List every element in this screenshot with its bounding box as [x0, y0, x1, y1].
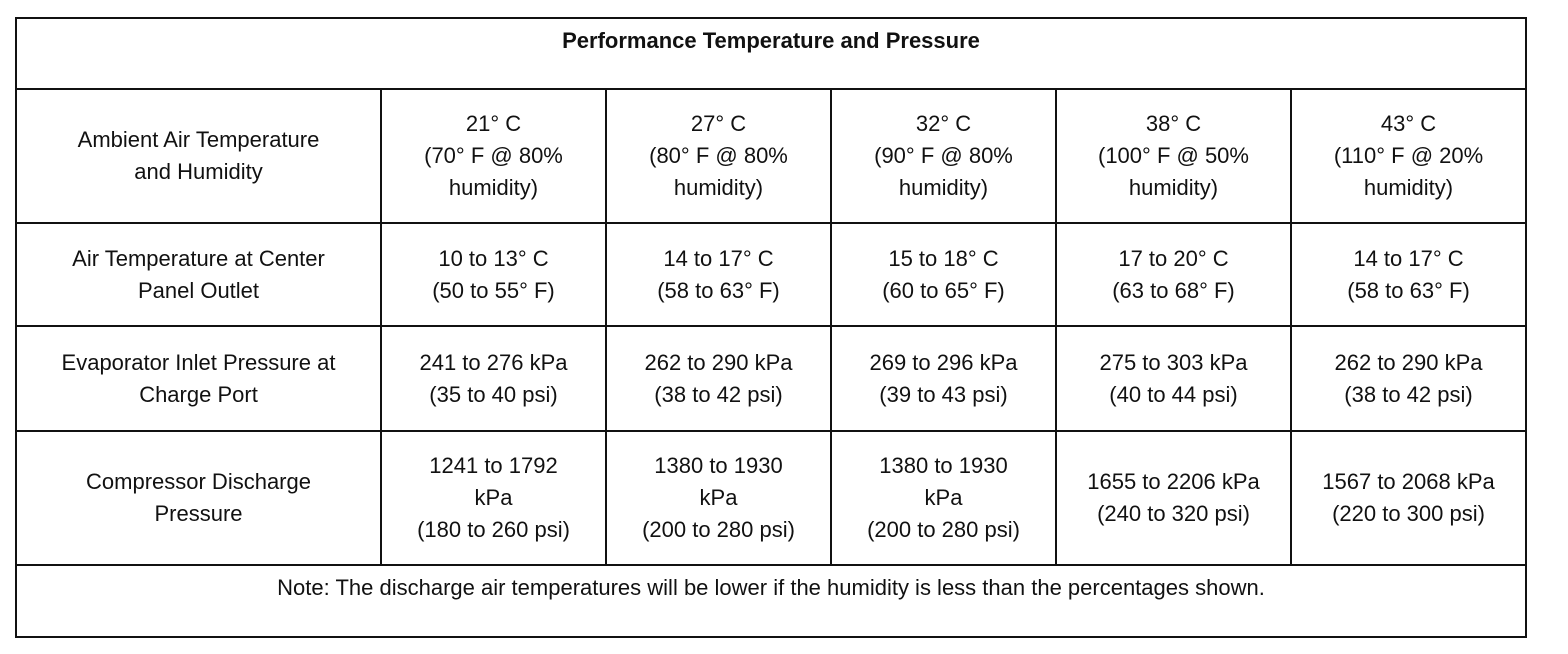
cell-line: 1380 to 1930	[654, 453, 783, 478]
table-row: Ambient Air Temperature and Humidity 21° C…	[15, 88, 1528, 224]
cell-line: (90° F @ 80%	[874, 143, 1013, 168]
cell-line: (38 to 42 psi)	[654, 381, 783, 407]
cell-line: Evaporator Inlet Pressure at	[61, 349, 336, 375]
cell-line: 27° C	[690, 111, 747, 136]
cell-line: Air Temperature at Center	[72, 245, 325, 271]
cell-line: 1567 to 2068 kPa	[1322, 469, 1495, 494]
row-label: Ambient Air Temperature and Humidity	[15, 88, 382, 224]
cell-line: 275 to 303 kPa	[1099, 349, 1248, 375]
table-body: Performance Temperature and Pressure Amb…	[14, 17, 1528, 638]
cell-line: 10 to 13° C	[438, 245, 549, 271]
cell-line: Pressure	[154, 501, 243, 526]
data-cell: 262 to 290 kPa (38 to 42 psi)	[1289, 325, 1528, 432]
cell-line: 262 to 290 kPa	[644, 349, 793, 375]
cell-line: 1241 to 1792	[429, 453, 558, 478]
cell-line: humidity)	[1363, 175, 1454, 200]
cell-line: kPa	[699, 485, 738, 510]
data-cell: 275 to 303 kPa (40 to 44 psi)	[1055, 325, 1292, 432]
cell-line: and Humidity	[134, 159, 263, 184]
row-label: Air Temperature at Center Panel Outlet	[15, 222, 382, 327]
cell-line: 21° C	[465, 111, 522, 136]
cell-line: (220 to 300 psi)	[1332, 501, 1485, 526]
cell-line: 262 to 290 kPa	[1334, 349, 1483, 375]
cell-line: (63 to 68° F)	[1112, 277, 1235, 303]
data-cell: 269 to 296 kPa (39 to 43 psi)	[830, 325, 1057, 432]
cell-line: kPa	[924, 485, 963, 510]
data-cell: 21° C (70° F @ 80% humidity)	[380, 88, 607, 224]
cell-line: 17 to 20° C	[1118, 245, 1229, 271]
cell-line: (50 to 55° F)	[432, 277, 555, 303]
data-cell: 14 to 17° C (58 to 63° F)	[605, 222, 832, 327]
performance-table: Performance Temperature and Pressure Amb…	[14, 17, 1528, 638]
data-cell: 1380 to 1930 kPa (200 to 280 psi)	[830, 430, 1057, 566]
data-cell: 1241 to 1792 kPa (180 to 260 psi)	[380, 430, 607, 566]
cell-line: 1655 to 2206 kPa	[1087, 469, 1260, 494]
data-cell: 43° C (110° F @ 20% humidity)	[1289, 88, 1528, 224]
cell-line: (60 to 65° F)	[882, 277, 1005, 303]
cell-line: (80° F @ 80%	[649, 143, 788, 168]
data-cell: 14 to 17° C (58 to 63° F)	[1289, 222, 1528, 327]
data-cell: 1567 to 2068 kPa (220 to 300 psi)	[1289, 430, 1528, 566]
data-cell: 32° C (90° F @ 80% humidity)	[830, 88, 1057, 224]
data-cell: 17 to 20° C (63 to 68° F)	[1055, 222, 1292, 327]
cell-line: (110° F @ 20%	[1333, 143, 1484, 168]
table-row: Compressor Discharge Pressure 1241 to 1792…	[15, 430, 1528, 566]
data-cell: 1655 to 2206 kPa (240 to 320 psi)	[1055, 430, 1292, 566]
cell-line: Compressor Discharge	[86, 469, 311, 494]
cell-line: (40 to 44 psi)	[1109, 381, 1238, 407]
note-row: Note: The discharge air temperatures wil…	[14, 564, 1528, 638]
table-row: Air Temperature at Center Panel Outlet 10 …	[15, 222, 1528, 327]
data-cell: 1380 to 1930 kPa (200 to 280 psi)	[605, 430, 832, 566]
cell-line: (39 to 43 psi)	[879, 381, 1008, 407]
table-note: Note: The discharge air temperatures wil…	[14, 564, 1528, 638]
cell-line: (38 to 42 psi)	[1344, 381, 1473, 407]
cell-line: (70° F @ 80%	[424, 143, 563, 168]
cell-line: (58 to 63° F)	[1347, 277, 1470, 303]
cell-line: Charge Port	[139, 381, 258, 407]
cell-line: kPa	[474, 485, 513, 510]
cell-line: 43° C	[1380, 111, 1437, 136]
cell-line: 38° C	[1145, 111, 1202, 136]
data-cell: 15 to 18° C (60 to 65° F)	[830, 222, 1057, 327]
cell-line: (35 to 40 psi)	[429, 381, 558, 407]
data-cell: 38° C (100° F @ 50% humidity)	[1055, 88, 1292, 224]
table-title: Performance Temperature and Pressure	[14, 17, 1528, 90]
data-cell: 262 to 290 kPa (38 to 42 psi)	[605, 325, 832, 432]
cell-line: (58 to 63° F)	[657, 277, 780, 303]
cell-line: 1380 to 1930	[879, 453, 1008, 478]
cell-line: (180 to 260 psi)	[417, 517, 570, 542]
cell-line: humidity)	[673, 175, 764, 200]
cell-line: humidity)	[898, 175, 989, 200]
data-cell: 241 to 276 kPa (35 to 40 psi)	[380, 325, 607, 432]
data-cell: 10 to 13° C (50 to 55° F)	[380, 222, 607, 327]
table-row: Evaporator Inlet Pressure at Charge Port 2…	[15, 325, 1528, 432]
cell-line: humidity)	[448, 175, 539, 200]
cell-line: 269 to 296 kPa	[869, 349, 1018, 375]
cell-line: 32° C	[915, 111, 972, 136]
cell-line: Ambient Air Temperature	[77, 127, 320, 152]
row-label: Evaporator Inlet Pressure at Charge Port	[15, 325, 382, 432]
cell-line: (200 to 280 psi)	[642, 517, 795, 542]
cell-line: 15 to 18° C	[888, 245, 999, 271]
cell-line: 14 to 17° C	[1353, 245, 1464, 271]
cell-line: (200 to 280 psi)	[867, 517, 1020, 542]
cell-line: 14 to 17° C	[663, 245, 774, 271]
cell-line: Panel Outlet	[137, 277, 260, 303]
cell-line: (240 to 320 psi)	[1097, 501, 1250, 526]
title-row: Performance Temperature and Pressure	[14, 17, 1528, 90]
data-cell: 27° C (80° F @ 80% humidity)	[605, 88, 832, 224]
cell-line: (100° F @ 50%	[1098, 143, 1249, 168]
cell-line: 241 to 276 kPa	[419, 349, 568, 375]
row-label: Compressor Discharge Pressure	[15, 430, 382, 566]
cell-line: humidity)	[1128, 175, 1219, 200]
